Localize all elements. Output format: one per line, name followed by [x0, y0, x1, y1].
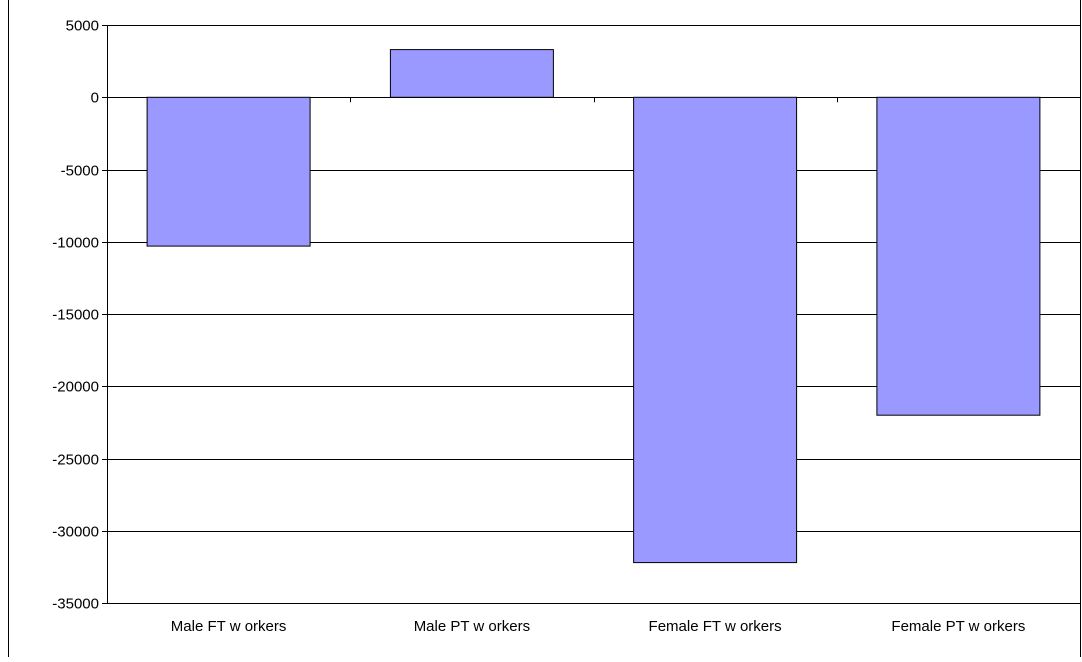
bar-0 [146, 96, 311, 247]
bar-1 [389, 49, 554, 98]
x-tick-label: Male FT w orkers [171, 618, 287, 635]
x-tick-label: Male PT w orkers [414, 618, 530, 635]
y-tick-label: 0 [91, 90, 99, 107]
y-tick-label: -10000 [52, 235, 99, 252]
y-tick-label: -20000 [52, 379, 99, 396]
x-tick-label: Female PT w orkers [891, 618, 1025, 635]
x-tick-labels: Male FT w orkers Male PT w orkers Female F… [171, 618, 1026, 635]
bar-2 [633, 96, 798, 564]
y-tick-label: -5000 [61, 163, 99, 180]
x-tick-label: Female FT w orkers [649, 618, 782, 635]
y-tick-labels: 5000 0 -5000 -10000 -15000 -20000 -25000 -30000… [52, 18, 99, 613]
y-tick-label: -25000 [52, 452, 99, 469]
y-tick-label: -30000 [52, 524, 99, 541]
axes [102, 25, 838, 604]
bar-3 [876, 96, 1041, 416]
y-tick-label: -15000 [52, 307, 99, 324]
y-tick-label: 5000 [66, 18, 99, 35]
y-tick-label: -35000 [52, 596, 99, 613]
bars [146, 49, 1041, 564]
